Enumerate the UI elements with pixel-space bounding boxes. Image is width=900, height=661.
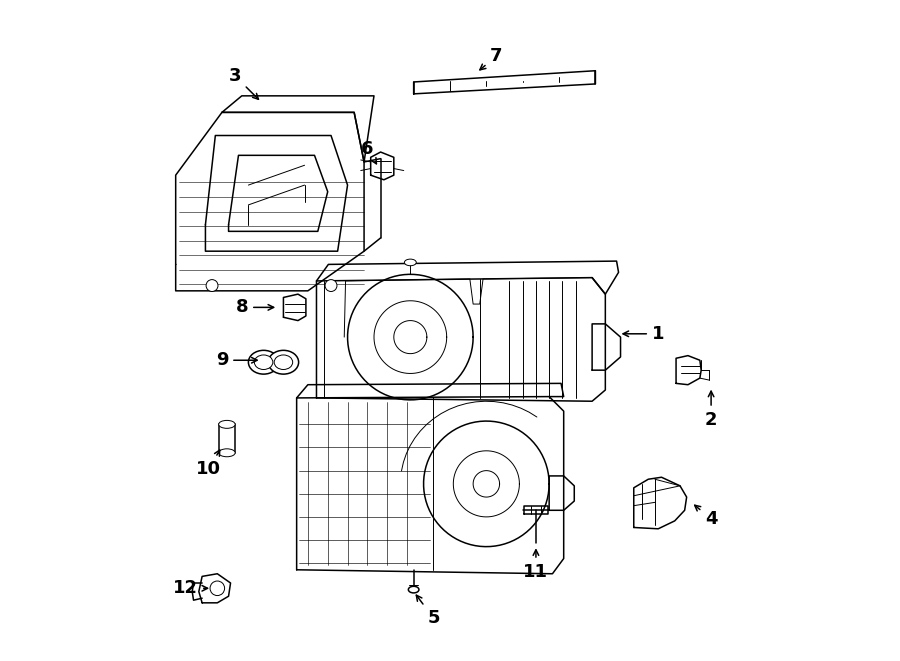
Circle shape: [325, 280, 337, 292]
Ellipse shape: [409, 586, 419, 593]
Text: 2: 2: [705, 391, 717, 429]
Text: 12: 12: [173, 579, 208, 598]
Ellipse shape: [248, 350, 279, 374]
Text: 7: 7: [480, 47, 502, 70]
Ellipse shape: [274, 355, 292, 369]
Ellipse shape: [404, 259, 417, 266]
Circle shape: [206, 280, 218, 292]
Ellipse shape: [268, 350, 299, 374]
Text: 10: 10: [196, 450, 221, 479]
Ellipse shape: [210, 581, 225, 596]
Text: 8: 8: [236, 298, 274, 317]
Text: 4: 4: [695, 505, 717, 528]
Text: 9: 9: [216, 351, 257, 369]
Ellipse shape: [219, 449, 235, 457]
Text: 1: 1: [623, 325, 664, 343]
Text: 6: 6: [361, 139, 376, 164]
Ellipse shape: [219, 420, 235, 428]
Text: 11: 11: [524, 550, 548, 581]
Ellipse shape: [255, 355, 273, 369]
Text: 3: 3: [229, 67, 258, 99]
Text: 5: 5: [417, 595, 440, 627]
